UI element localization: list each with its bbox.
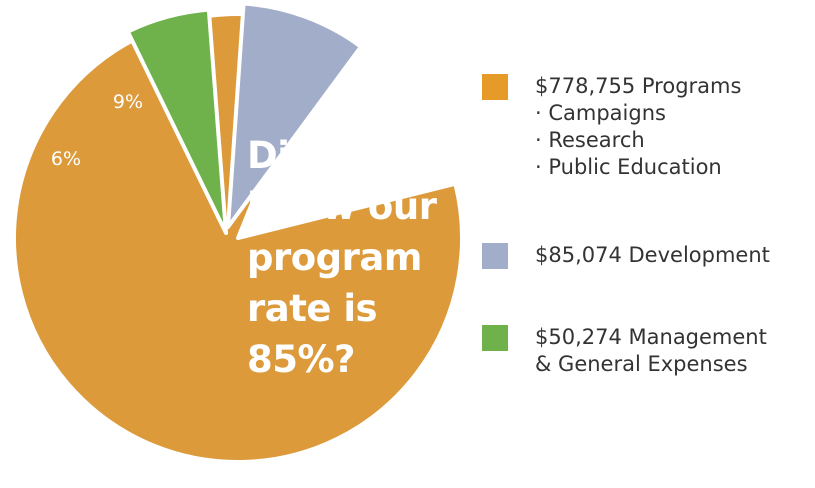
pie-slice-development [226, 1, 363, 229]
legend-line: · Public Education [535, 155, 722, 179]
headline-line: rate is [247, 287, 378, 330]
pie-slice-management [125, 7, 228, 235]
pie-chart-area: 9% 6% Did you know our program rate is 85… [12, 1, 464, 464]
legend-swatch-management [482, 325, 508, 351]
legend-line: $778,755 Programs [535, 74, 742, 98]
legend-swatch-programs [482, 74, 508, 100]
legend-text-programs: $778,755 Programs · Campaigns · Research… [535, 73, 815, 181]
legend: $778,755 Programs · Campaigns · Research… [482, 0, 812, 488]
legend-line: & General Expenses [535, 352, 748, 376]
legend-line: · Campaigns [535, 101, 666, 125]
pie-percent-label: 9% [113, 91, 143, 113]
headline: Did you know our program rate is 85%? [247, 130, 457, 385]
headline-line: 85%? [247, 338, 356, 381]
legend-line: $50,274 Management [535, 325, 767, 349]
legend-line: · Research [535, 128, 645, 152]
legend-text-development: $85,074 Development [535, 242, 815, 269]
legend-line: $85,074 Development [535, 243, 770, 267]
pie-chart: 9% 6% [12, 1, 464, 464]
legend-swatch-development [482, 243, 508, 269]
legend-text-management: $50,274 Management & General Expenses [535, 324, 815, 378]
pie-percent-label: 6% [51, 148, 81, 170]
headline-line: know our [247, 185, 437, 228]
headline-line: program [247, 236, 422, 279]
headline-line: Did you [247, 134, 403, 177]
